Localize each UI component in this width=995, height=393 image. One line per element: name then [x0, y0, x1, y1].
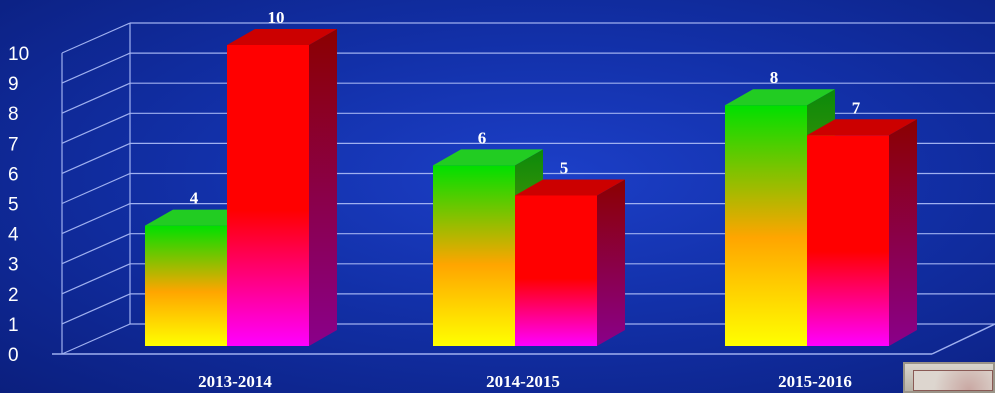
y-tick-label: 5: [8, 195, 19, 216]
gridline-diagonal: [61, 293, 131, 325]
data-label: 10: [268, 8, 285, 27]
y-tick-label: 7: [8, 134, 19, 155]
floor-edge: [931, 323, 995, 355]
bar-side: [309, 29, 337, 346]
x-tick-label: 2014-2015: [486, 372, 560, 391]
y-tick-label: 10: [8, 44, 29, 65]
gridline-diagonal: [61, 172, 131, 205]
gridline-diagonal: [61, 323, 131, 355]
bar-front: [725, 105, 807, 346]
gridline-diagonal: [61, 52, 131, 84]
bar: [227, 29, 337, 346]
bar-front: [433, 165, 515, 346]
x-tick-label: 2015-2016: [778, 372, 852, 391]
gridline-diagonal: [61, 263, 131, 295]
bars-layer: [145, 29, 917, 346]
labels-layer: 4 10 2013-2014 6 5 2014-2015 8 7 2015-2016: [190, 8, 861, 391]
bar-side: [889, 119, 917, 346]
bar-side: [597, 179, 625, 346]
y-tick-label: 3: [8, 255, 19, 276]
y-tick-label: 4: [8, 225, 19, 246]
data-label: 5: [560, 159, 569, 178]
gridline-diagonal: [61, 233, 131, 265]
bar-front: [807, 135, 889, 346]
y-tick-label: 0: [8, 345, 19, 366]
gridline-diagonal: [61, 142, 131, 174]
bar-top: [725, 89, 835, 106]
bar-top: [807, 119, 917, 136]
y-tick-label: 6: [8, 164, 19, 185]
y-tick-label: 2: [8, 285, 19, 306]
data-label: 4: [190, 189, 199, 208]
y-tick-label: 9: [8, 74, 19, 95]
bar-top: [433, 149, 543, 166]
data-label: 6: [478, 128, 487, 147]
bar-front: [227, 45, 309, 346]
bar-front: [145, 225, 227, 346]
gridline-diagonal: [61, 82, 131, 114]
x-tick-label: 2013-2014: [198, 372, 272, 391]
bar-top: [227, 29, 337, 45]
bar: [515, 179, 625, 346]
data-label: 7: [852, 98, 861, 117]
data-label: 8: [770, 68, 779, 87]
bar: [807, 119, 917, 346]
y-tick-label: 1: [8, 315, 19, 336]
gridline-diagonal: [61, 112, 131, 144]
gridline-diagonal: [61, 203, 131, 235]
bar-top: [515, 179, 625, 196]
y-tick-label: 8: [8, 104, 19, 125]
bar-front: [515, 195, 597, 346]
gridline-diagonal: [61, 22, 131, 54]
slide-thumbnail-image: [903, 362, 995, 393]
